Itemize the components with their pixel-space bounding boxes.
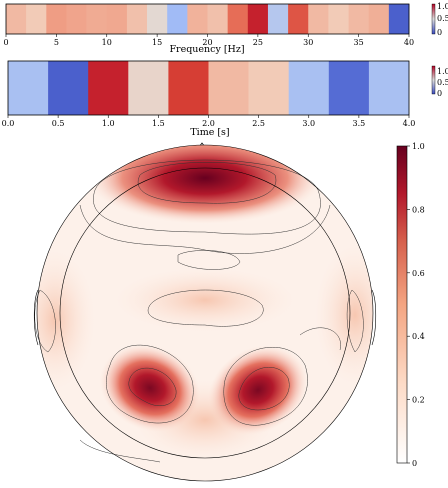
time-colorbar-tick-mid: 0.5: [437, 78, 448, 87]
time-cell: [248, 61, 289, 115]
time-ticks: 0.0 0.5 1.0 1.5 2.0 2.5 3.0 3.5 4.0: [2, 115, 416, 128]
right-ear: [371, 289, 377, 346]
frequency-cell: [187, 4, 208, 34]
frequency-cell: [308, 4, 329, 34]
frequency-cell: [167, 4, 188, 34]
right-parietal-blob: [208, 345, 308, 435]
soft-region-center: [115, 268, 295, 332]
frequency-tick-label: 25: [253, 38, 263, 47]
time-tick-label: 0.0: [2, 119, 15, 128]
contour-right-lower: [299, 327, 341, 351]
contour-frontal-wide: [79, 204, 331, 254]
frontal-blob: [87, 145, 323, 224]
frequency-cell: [288, 4, 309, 34]
inner-head-circle: [59, 167, 351, 459]
contour-center-band: [147, 289, 264, 327]
topomap-colorbar-ticks: 1.0 0.8 0.6 0.4 0.2 0: [407, 142, 425, 468]
frequency-colorbar-tick-mid: 0.5: [437, 14, 448, 23]
contour-left-lower: [79, 439, 161, 463]
time-tick-label: 2.0: [202, 119, 215, 128]
frequency-colorbar: 1.0 0.5 0: [431, 2, 448, 37]
frequency-cell: [86, 4, 108, 34]
time-strip: 0.0 0.5 1.0 1.5 2.0 2.5 3.0 3.5 4.0 Time [s] 1.0…: [2, 60, 448, 138]
time-tick-label: 1.0: [102, 119, 115, 128]
frequency-ticks: 0 5 10 15 20 25 30 35 40: [3, 34, 414, 47]
head-outline: [36, 144, 374, 482]
frequency-tick-label: 10: [102, 38, 112, 47]
topomap-colorbar-tick-label: 0.8: [412, 205, 425, 214]
contour-left-mid: [177, 250, 241, 270]
topomap-colorbar-tick-label: 0.6: [412, 269, 425, 278]
frequency-cell: [66, 4, 87, 34]
time-tick-label: 4.0: [403, 119, 416, 128]
topomap-colorbar-tick-label: 0.4: [412, 332, 425, 341]
frequency-tick-label: 35: [354, 38, 364, 47]
time-axis-label: Time [s]: [190, 127, 229, 138]
frequency-tick-label: 30: [303, 38, 313, 47]
time-cell: [288, 61, 330, 115]
frequency-cells: [6, 4, 410, 34]
time-cell: [208, 61, 249, 115]
frequency-cell: [227, 4, 249, 34]
frequency-cell: [247, 4, 269, 34]
frequency-cell: [147, 4, 168, 34]
time-colorbar-bar: [431, 65, 436, 95]
topomap-colorbar: 1.0 0.8 0.6 0.4 0.2 0: [396, 142, 425, 468]
topomap-colorbar-tick-label: 0: [412, 459, 417, 468]
frequency-tick-label: 40: [404, 38, 414, 47]
frequency-cell: [6, 4, 27, 34]
frequency-strip: 0 5 10 15 20 25 30 35 40 Frequency [Hz] 1.0 0.5 …: [3, 2, 448, 55]
frequency-axis-label: Frequency [Hz]: [169, 44, 244, 55]
frequency-tick-label: 20: [202, 38, 212, 47]
frequency-tick-label: 15: [152, 38, 162, 47]
soft-region-right: [315, 245, 373, 385]
time-cell: [128, 61, 169, 115]
scalp-topomap: [33, 142, 377, 482]
time-cell: [8, 61, 49, 115]
topomap-colorbar-tick-label: 0.2: [412, 396, 425, 405]
frequency-tick-label: 0: [3, 38, 8, 47]
left-ear: [33, 289, 39, 346]
contour-left-parietal-inner: [128, 367, 177, 406]
frequency-cell: [267, 4, 289, 34]
time-tick-label: 1.5: [152, 119, 165, 128]
frequency-colorbar-tick-top: 1.0: [437, 2, 448, 11]
frequency-cell: [46, 4, 67, 34]
contour-left-parietal-outer: [106, 344, 194, 424]
frequency-cell: [328, 4, 349, 34]
topomap-colorbar-bar: [396, 145, 408, 464]
time-cell: [48, 61, 89, 115]
frequency-cell: [26, 4, 47, 34]
frequency-cell: [368, 4, 390, 34]
contour-right-lateral: [346, 289, 364, 353]
frequency-cell: [126, 4, 148, 34]
time-cell: [168, 61, 209, 115]
frequency-colorbar-bar: [431, 3, 436, 35]
frequency-colorbar-tick-bottom: 0: [437, 28, 442, 37]
time-tick-label: 3.0: [302, 119, 315, 128]
frequency-cell: [388, 4, 410, 34]
topomap-colorbar-tick-label: 1.0: [412, 142, 425, 151]
time-cells: [8, 61, 410, 115]
frequency-cell: [106, 4, 128, 34]
left-parietal-blob: [99, 344, 201, 432]
time-cell: [368, 61, 410, 115]
contour-right-parietal-inner: [238, 367, 290, 411]
time-tick-label: 3.5: [353, 119, 366, 128]
time-colorbar: 1.0 0.5 0: [431, 65, 448, 98]
contour-frontal-outer: [93, 159, 321, 235]
time-tick-label: 0.5: [52, 119, 65, 128]
frequency-cell: [348, 4, 369, 34]
time-colorbar-tick-top: 1.0: [437, 67, 448, 76]
time-colorbar-tick-bottom: 0: [437, 89, 442, 98]
time-cell: [88, 61, 129, 115]
time-tick-label: 2.5: [252, 119, 265, 128]
time-cell: [328, 61, 370, 115]
frequency-cell: [207, 4, 228, 34]
frequency-tick-label: 5: [54, 38, 59, 47]
